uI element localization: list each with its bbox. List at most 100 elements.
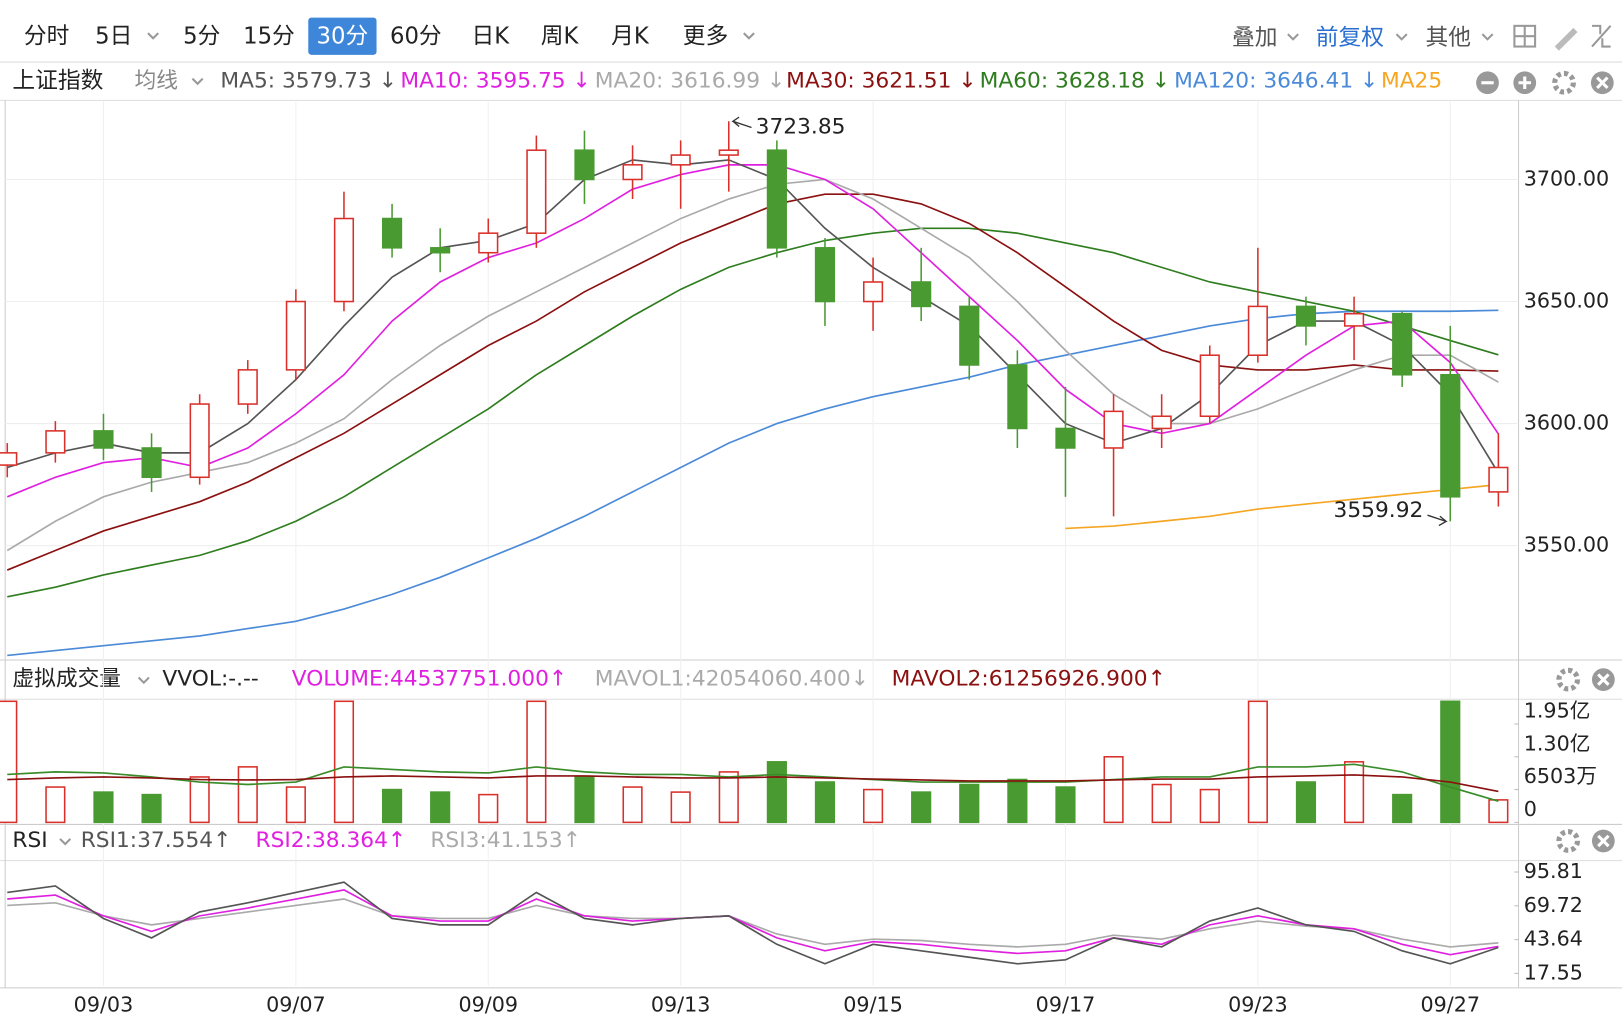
chevron <box>191 77 204 86</box>
volume-bar <box>959 783 980 824</box>
indicator-label: RSI3:41.153↑ <box>430 828 581 853</box>
series-line <box>6 164 1500 498</box>
volume-bar <box>526 700 547 824</box>
period-tab[interactable]: 更多 <box>683 24 729 50</box>
series-line <box>7 763 1499 802</box>
x-tick-label: 09/23 <box>1228 992 1288 1016</box>
volume-bar <box>1440 700 1461 824</box>
candle-body <box>1247 305 1268 356</box>
settings-button[interactable] <box>1556 667 1581 692</box>
candle-body <box>622 164 643 181</box>
y-tick-label: 3550.00 <box>1524 533 1609 557</box>
period-tab[interactable]: 5日 <box>95 24 132 50</box>
candle-body <box>333 217 355 303</box>
x-tick-label: 09/15 <box>843 992 903 1016</box>
indicator-label: MA30: 3621.51 ↓ <box>786 69 976 94</box>
volume-bar <box>1151 783 1172 824</box>
candle-body <box>1103 410 1124 449</box>
x-tick-label: 09/09 <box>458 992 518 1016</box>
period-tab[interactable]: 60分 <box>390 24 442 50</box>
chevron <box>1395 33 1408 41</box>
x-tick-label: 09/13 <box>651 992 711 1016</box>
volume-bar <box>622 786 643 824</box>
volume-bar <box>430 791 451 824</box>
draw-icon[interactable] <box>1554 27 1578 51</box>
annotation-arrow <box>731 116 752 129</box>
volume-bar <box>814 781 836 824</box>
candle-body <box>1440 373 1461 498</box>
series-line <box>7 889 1499 956</box>
annotation-arrow <box>1427 514 1448 527</box>
y-tick-label: 3700.00 <box>1524 166 1609 190</box>
period-tab[interactable]: 30分 <box>317 24 369 50</box>
indicator-label: RSI1:37.554↑ <box>81 828 232 853</box>
y-tick-label: 1.30亿 <box>1524 731 1591 755</box>
toolbar-menu[interactable]: 前复权 <box>1316 25 1384 51</box>
volume-bar <box>478 793 499 824</box>
indicator-label: MA25 <box>1381 69 1442 94</box>
series-line <box>6 193 1499 571</box>
period-tab[interactable]: 5分 <box>183 24 220 50</box>
period-tab[interactable]: 周K <box>541 24 580 50</box>
candle-body <box>141 447 162 479</box>
chevron <box>137 676 150 685</box>
indicator-label: MA10: 3595.75 ↓ <box>400 69 590 94</box>
chart-title: 上证指数 <box>12 68 103 94</box>
plus-button <box>1518 76 1531 89</box>
volume-bar <box>381 788 403 824</box>
ma-selector[interactable]: 均线 <box>134 69 177 94</box>
chart-title: RSI <box>12 828 47 853</box>
candle-body <box>1392 312 1413 376</box>
indicator-label: MA120: 3646.41 ↓ <box>1174 69 1378 94</box>
series-line <box>7 227 1499 598</box>
candle-body <box>1007 364 1028 430</box>
candle-body <box>45 430 66 454</box>
candle-body <box>718 149 739 156</box>
period-tab[interactable]: 分时 <box>24 24 70 50</box>
y-tick-label: 3600.00 <box>1524 411 1609 435</box>
volume-bar <box>718 771 739 824</box>
candle-body <box>430 247 451 254</box>
max-label: 3723.85 <box>756 114 846 139</box>
y-tick-label: 3650.00 <box>1524 289 1609 313</box>
chevron <box>59 838 72 846</box>
chart-title: 虚拟成交量 <box>12 667 121 692</box>
volume-bar <box>1007 778 1028 824</box>
toolbar-menu[interactable]: 其他 <box>1425 25 1471 51</box>
settings-button[interactable] <box>1552 70 1576 95</box>
chevron <box>1481 33 1494 41</box>
candle-body <box>1151 415 1172 430</box>
x-tick-label: 09/17 <box>1036 992 1096 1016</box>
period-tab[interactable]: 日K <box>471 24 510 50</box>
x-tick-label: 09/07 <box>266 992 326 1016</box>
y-tick-label: 69.72 <box>1524 893 1583 917</box>
candle-body <box>959 305 980 366</box>
candle-body <box>1343 312 1365 327</box>
period-tab[interactable]: 月K <box>611 24 650 50</box>
candle-body <box>237 369 258 405</box>
volume-bar <box>1055 786 1076 824</box>
candle-body <box>814 247 836 303</box>
series-line <box>7 774 1499 793</box>
y-tick-label: 0 <box>1524 797 1537 821</box>
candle-body <box>670 154 691 166</box>
series-line <box>7 898 1499 948</box>
min-label: 3559.92 <box>1334 498 1424 523</box>
series-line <box>6 178 1499 552</box>
x-tick-label: 09/27 <box>1420 992 1480 1016</box>
volume-bar <box>0 700 18 824</box>
settings-button[interactable] <box>1556 829 1581 853</box>
fullscreen-icon[interactable] <box>1591 24 1612 48</box>
grid-icon <box>1514 25 1536 47</box>
candle-body <box>1199 354 1220 418</box>
candle-body <box>93 430 114 449</box>
period-tab[interactable]: 15分 <box>243 24 295 50</box>
active-tab-bg <box>308 17 377 55</box>
x-tick-label: 09/03 <box>74 992 134 1016</box>
volume-bar <box>93 791 114 824</box>
candle-body <box>1055 427 1076 449</box>
candle-body <box>189 403 210 479</box>
close-button <box>1596 76 1609 90</box>
toolbar-menu[interactable]: 叠加 <box>1232 25 1278 51</box>
